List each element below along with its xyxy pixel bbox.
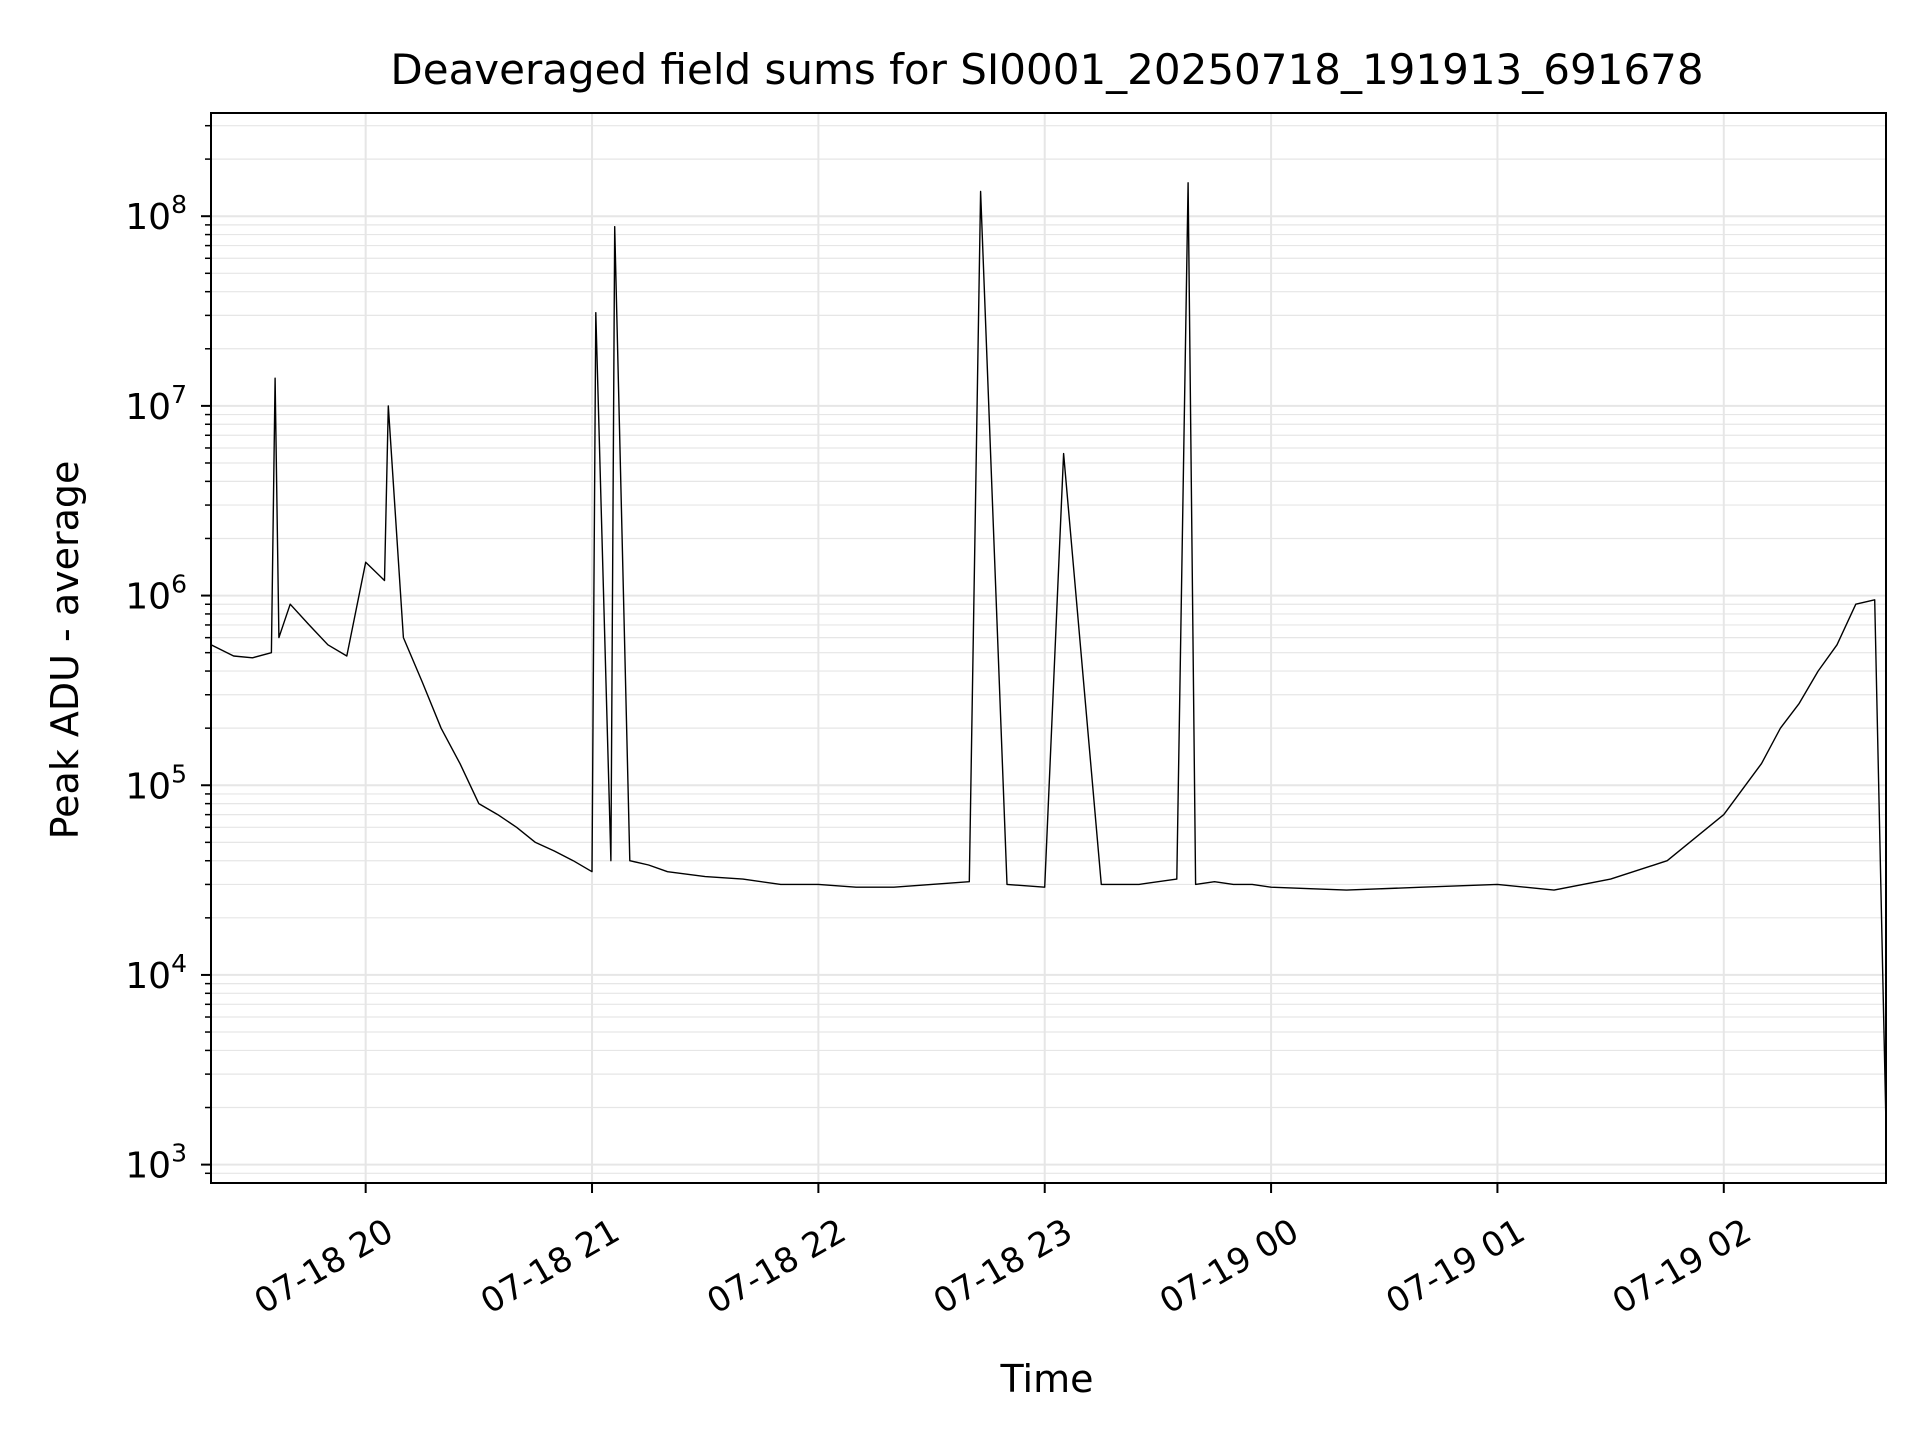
y-tick-label-base: 10 bbox=[125, 387, 171, 428]
y-tick-label-exponent: 8 bbox=[171, 190, 187, 219]
y-tick-label-exponent: 5 bbox=[171, 759, 187, 788]
data-line bbox=[210, 182, 1887, 1126]
y-tick-label: 106 bbox=[125, 570, 187, 618]
y-tick-label-exponent: 3 bbox=[171, 1139, 187, 1168]
y-tick-label-base: 10 bbox=[125, 197, 171, 238]
y-tick-label: 108 bbox=[125, 190, 187, 238]
y-tick-label-exponent: 6 bbox=[171, 570, 187, 599]
y-tick-label-base: 10 bbox=[125, 1146, 171, 1187]
x-axis-label: Time bbox=[1000, 1357, 1094, 1401]
y-tick-label-base: 10 bbox=[125, 766, 171, 807]
plot-layer bbox=[210, 182, 1887, 1126]
y-axis-label: Peak ADU - average bbox=[43, 461, 87, 840]
axes-frame bbox=[210, 112, 1887, 1184]
grid-layer bbox=[211, 113, 1886, 1183]
y-tick-label: 103 bbox=[125, 1139, 187, 1187]
y-tick-label: 104 bbox=[125, 949, 187, 997]
y-tick-label: 107 bbox=[125, 380, 187, 428]
chart-title: Deaveraged field sums for SI0001_2025071… bbox=[390, 45, 1703, 94]
y-tick-label: 105 bbox=[125, 759, 187, 807]
y-tick-label-exponent: 7 bbox=[171, 380, 187, 409]
y-tick-label-base: 10 bbox=[125, 577, 171, 618]
y-tick-label-exponent: 4 bbox=[171, 949, 187, 978]
y-tick-label-base: 10 bbox=[125, 956, 171, 997]
